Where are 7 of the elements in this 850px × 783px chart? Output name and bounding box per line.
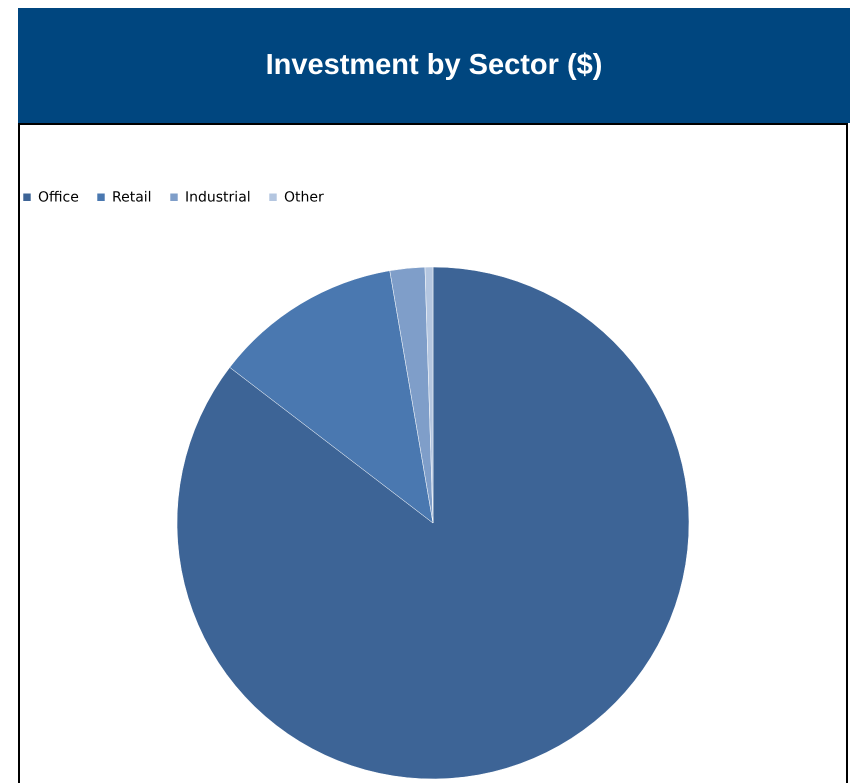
legend-label: Other bbox=[284, 189, 324, 206]
legend-label: Office bbox=[38, 189, 79, 206]
chart-title: Investment by Sector ($) bbox=[18, 8, 850, 123]
pie-slice bbox=[176, 266, 690, 779]
legend-label: Industrial bbox=[185, 189, 251, 206]
legend-label: Retail bbox=[112, 189, 152, 206]
pie-slice bbox=[229, 270, 434, 524]
